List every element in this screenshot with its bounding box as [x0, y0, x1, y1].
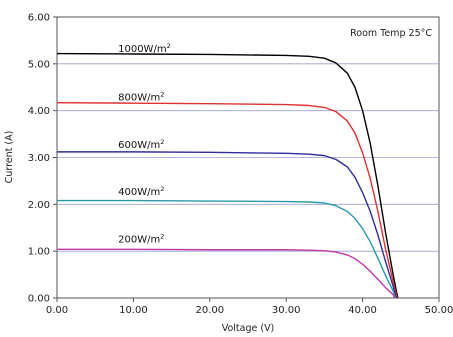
curve-600w: [57, 151, 397, 299]
x-tick-label: 50.00: [425, 305, 453, 316]
y-tick-label: 2.00: [28, 200, 50, 211]
x-tick-label: 20.00: [195, 305, 224, 316]
y-tick-label: 6.00: [28, 13, 50, 24]
x-tick-label: 10.00: [119, 305, 148, 316]
curve-label: 1000W/m2: [118, 42, 171, 55]
curves: [56, 52, 399, 299]
curve-800w: [56, 102, 398, 299]
curve-1000w: [56, 52, 399, 299]
curve-200w: [57, 248, 396, 299]
curve-label: 800W/m2: [118, 90, 164, 103]
curve-label: 400W/m2: [118, 185, 164, 198]
curve-label: 600W/m2: [118, 138, 164, 151]
x-tick-label: 0.00: [46, 305, 68, 316]
x-axis-ticks: 0.00 10.00 20.00 30.00 40.00 50.00: [46, 298, 453, 316]
y-tick-label: 1.00: [28, 247, 50, 258]
room-temp-note: Room Temp 25°C: [350, 28, 432, 39]
y-tick-label: 4.00: [28, 106, 50, 117]
y-axis-label: Current (A): [4, 131, 15, 184]
curve-400w: [57, 199, 397, 299]
x-tick-label: 30.00: [272, 305, 301, 316]
y-tick-label: 0.00: [28, 294, 50, 305]
x-axis-label: Voltage (V): [222, 323, 275, 334]
y-tick-label: 5.00: [28, 59, 50, 70]
curve-label: 200W/m2: [118, 233, 164, 246]
curve-labels: 1000W/m2 800W/m2 600W/m2 400W/m2 200W/m2: [118, 42, 171, 246]
y-tick-label: 3.00: [28, 153, 50, 164]
y-axis-ticks: 0.00 1.00 2.00 3.00 4.00 5.00 6.00: [28, 13, 57, 305]
x-tick-label: 40.00: [348, 305, 377, 316]
